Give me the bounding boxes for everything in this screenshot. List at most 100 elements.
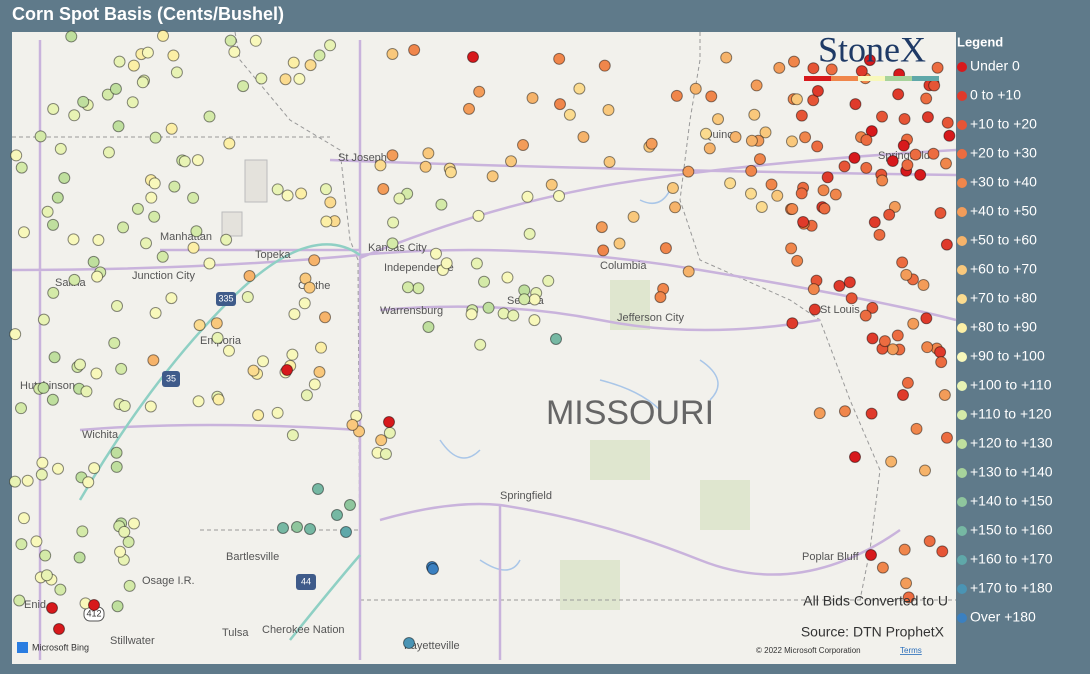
bid-dot bbox=[478, 275, 491, 288]
bid-dot bbox=[249, 34, 262, 47]
bid-dot bbox=[46, 393, 59, 406]
bid-dot bbox=[313, 49, 326, 62]
bid-dot bbox=[705, 90, 718, 103]
bid-dot bbox=[149, 307, 162, 320]
bid-dot bbox=[422, 320, 435, 333]
logo-bar bbox=[912, 76, 939, 81]
bid-dot bbox=[838, 405, 851, 418]
bid-dot bbox=[13, 594, 26, 607]
bid-dot bbox=[58, 172, 71, 185]
note: All Bids Converted to U bbox=[803, 593, 948, 609]
bid-dot bbox=[917, 279, 930, 292]
bid-dot bbox=[346, 418, 359, 431]
bid-dot bbox=[886, 155, 899, 168]
bid-dot bbox=[759, 126, 772, 139]
city-label: St Louis bbox=[820, 304, 860, 316]
legend-swatch bbox=[957, 149, 967, 159]
bid-dot bbox=[127, 517, 140, 530]
bid-dot bbox=[393, 192, 406, 205]
bid-dot bbox=[435, 198, 448, 211]
bid-dot bbox=[603, 155, 616, 168]
bid-dot bbox=[795, 187, 808, 200]
bid-dot bbox=[849, 451, 861, 463]
legend-swatch bbox=[957, 91, 967, 101]
bid-dot bbox=[315, 341, 328, 354]
city-label: Poplar Bluff bbox=[802, 551, 860, 563]
bid-dot bbox=[74, 358, 87, 371]
bid-dot bbox=[940, 238, 953, 251]
bid-dot bbox=[473, 85, 486, 98]
legend-swatch bbox=[957, 178, 967, 188]
bid-dot bbox=[444, 166, 457, 179]
bid-dot bbox=[17, 512, 30, 525]
bid-dot bbox=[745, 134, 758, 147]
bid-dot bbox=[898, 112, 911, 125]
bid-dot bbox=[136, 76, 149, 89]
bid-dot bbox=[178, 155, 191, 168]
bid-dot bbox=[505, 155, 518, 168]
bid-dot bbox=[818, 202, 831, 215]
bid-dot bbox=[331, 509, 343, 521]
bid-dot bbox=[750, 79, 763, 92]
legend-label: +130 to +140 bbox=[970, 464, 1053, 480]
bid-dot bbox=[910, 422, 923, 435]
bid-dot bbox=[829, 188, 842, 201]
bid-dot bbox=[9, 475, 22, 488]
bid-dot bbox=[920, 92, 933, 105]
bid-dot bbox=[689, 82, 702, 95]
legend-swatch bbox=[957, 439, 967, 449]
bid-dot bbox=[940, 431, 953, 444]
bid-dot bbox=[497, 307, 510, 320]
bid-dot bbox=[939, 157, 952, 170]
city-label: Warrensburg bbox=[380, 305, 443, 317]
bid-dot bbox=[866, 301, 879, 314]
bid-dot bbox=[35, 468, 48, 481]
water bbox=[439, 189, 719, 571]
logo-bar bbox=[858, 76, 885, 81]
bid-dot bbox=[542, 274, 555, 287]
bid-dot bbox=[77, 95, 90, 108]
legend-label: +90 to +100 bbox=[970, 348, 1045, 364]
road bbox=[11, 40, 957, 660]
bid-dot bbox=[187, 241, 200, 254]
bid-dot bbox=[37, 381, 50, 394]
bid-dot bbox=[901, 159, 914, 172]
bid-dot bbox=[54, 583, 67, 596]
bid-dot bbox=[528, 293, 541, 306]
bid-dot bbox=[517, 139, 530, 152]
bid-dot bbox=[865, 407, 878, 420]
bid-dot bbox=[211, 331, 224, 344]
bid-dot bbox=[891, 329, 904, 342]
bid-dot bbox=[921, 111, 934, 124]
bid-dot bbox=[113, 55, 126, 68]
legend-swatch bbox=[957, 555, 967, 565]
bid-dot bbox=[377, 183, 390, 196]
bid-dot bbox=[281, 189, 294, 202]
bid-dot bbox=[935, 356, 948, 369]
city-label: Topeka bbox=[255, 249, 291, 261]
logo-bar bbox=[831, 76, 858, 81]
bid-dot bbox=[386, 237, 399, 250]
bid-dot bbox=[807, 94, 820, 107]
shield-label: 35 bbox=[166, 373, 176, 383]
bid-dot bbox=[39, 549, 52, 562]
legend-label: +80 to +90 bbox=[970, 319, 1037, 335]
bid-dot bbox=[47, 102, 60, 115]
bid-dot bbox=[257, 355, 270, 368]
bid-dot bbox=[745, 164, 758, 177]
map: MISSOURI St Joseph Manhattan Topeka Kans… bbox=[9, 29, 957, 664]
bid-dot bbox=[168, 180, 181, 193]
bid-dot bbox=[699, 127, 712, 140]
bid-dot bbox=[786, 317, 799, 330]
legend-label: +120 to +130 bbox=[970, 435, 1053, 451]
bid-dot bbox=[401, 281, 414, 294]
bid-dot bbox=[47, 286, 60, 299]
bid-dot bbox=[252, 409, 265, 422]
terms-link[interactable]: Terms bbox=[900, 646, 922, 655]
bid-dot bbox=[91, 270, 104, 283]
bid-dot bbox=[277, 522, 289, 534]
bid-dot bbox=[902, 591, 915, 604]
city-label: Osage I.R. bbox=[142, 575, 195, 587]
bid-dot bbox=[379, 448, 392, 461]
